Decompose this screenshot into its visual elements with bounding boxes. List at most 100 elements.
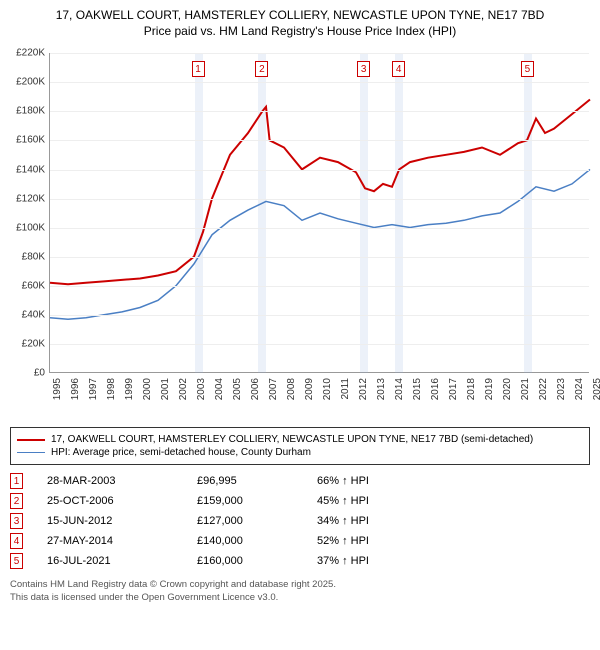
x-axis-label: 2022	[538, 378, 549, 400]
y-axis-label: £80K	[5, 251, 45, 262]
y-axis-label: £140K	[5, 164, 45, 175]
x-axis-label: 2007	[268, 378, 279, 400]
sale-marker: 3	[10, 513, 23, 529]
x-axis-label: 1997	[88, 378, 99, 400]
legend-swatch	[17, 452, 45, 453]
sale-date: 16-JUL-2021	[47, 555, 197, 567]
footer-attribution: Contains HM Land Registry data © Crown c…	[10, 579, 590, 612]
x-axis-label: 2017	[448, 378, 459, 400]
sale-marker: 4	[10, 533, 23, 549]
x-axis-label: 1998	[106, 378, 117, 400]
gridline	[50, 140, 589, 141]
gridline	[50, 228, 589, 229]
chart-marker: 5	[521, 61, 534, 77]
x-axis-label: 2018	[466, 378, 477, 400]
y-axis-label: £40K	[5, 310, 45, 321]
gridline	[50, 170, 589, 171]
chart-area: £0 £20K £40K £60K £80K £100K £120K £140K £160K £1…	[5, 43, 595, 423]
sale-date: 25-OCT-2006	[47, 495, 197, 507]
line-chart-svg	[50, 53, 590, 373]
legend-item: HPI: Average price, semi-detached house,…	[17, 447, 583, 458]
sale-row: 2 25-OCT-2006£159,00045% ↑ HPI	[10, 493, 590, 509]
x-axis-label: 2004	[214, 378, 225, 400]
sale-row: 3 15-JUN-2012£127,00034% ↑ HPI	[10, 513, 590, 529]
gridline	[50, 111, 589, 112]
x-axis-label: 1996	[70, 378, 81, 400]
x-axis-label: 2006	[250, 378, 261, 400]
sale-date: 15-JUN-2012	[47, 515, 197, 527]
gridline	[50, 344, 589, 345]
y-axis-label: £160K	[5, 135, 45, 146]
x-axis-label: 2014	[394, 378, 405, 400]
sale-marker: 2	[10, 493, 23, 509]
gridline	[50, 82, 589, 83]
x-axis-label: 2000	[142, 378, 153, 400]
sale-price: £140,000	[197, 535, 317, 547]
x-axis-label: 2012	[358, 378, 369, 400]
sale-price: £159,000	[197, 495, 317, 507]
sale-row: 4 27-MAY-2014£140,00052% ↑ HPI	[10, 533, 590, 549]
y-axis-label: £200K	[5, 77, 45, 88]
sale-hpi: 45% ↑ HPI	[317, 495, 437, 507]
x-axis-label: 2008	[286, 378, 297, 400]
title-line-1: 17, OAKWELL COURT, HAMSTERLEY COLLIERY, …	[10, 8, 590, 24]
chart-marker: 2	[255, 61, 268, 77]
x-axis-label: 2020	[502, 378, 513, 400]
sale-row: 5 16-JUL-2021£160,00037% ↑ HPI	[10, 553, 590, 569]
legend-swatch	[17, 439, 45, 441]
sale-row: 1 28-MAR-2003£96,99566% ↑ HPI	[10, 473, 590, 489]
y-axis-label: £100K	[5, 222, 45, 233]
chart-marker: 3	[357, 61, 370, 77]
sale-price: £96,995	[197, 475, 317, 487]
x-axis-label: 1999	[124, 378, 135, 400]
chart-marker: 1	[192, 61, 205, 77]
sale-marker: 1	[10, 473, 23, 489]
legend: 17, OAKWELL COURT, HAMSTERLEY COLLIERY, …	[10, 427, 590, 465]
x-axis-label: 2019	[484, 378, 495, 400]
footer-line-2: This data is licensed under the Open Gov…	[10, 592, 590, 604]
sale-hpi: 66% ↑ HPI	[317, 475, 437, 487]
x-axis-label: 2013	[376, 378, 387, 400]
plot-area	[49, 53, 589, 373]
x-axis-label: 2016	[430, 378, 441, 400]
x-axis-label: 2003	[196, 378, 207, 400]
y-axis-label: £180K	[5, 106, 45, 117]
sale-marker: 5	[10, 553, 23, 569]
gridline	[50, 257, 589, 258]
x-axis-label: 2010	[322, 378, 333, 400]
chart-marker: 4	[392, 61, 405, 77]
x-axis-label: 2005	[232, 378, 243, 400]
sale-date: 27-MAY-2014	[47, 535, 197, 547]
footer-line-1: Contains HM Land Registry data © Crown c…	[10, 579, 590, 591]
sales-table: 1 28-MAR-2003£96,99566% ↑ HPI 2 25-OCT-2006…	[10, 473, 590, 569]
sale-price: £127,000	[197, 515, 317, 527]
sale-date: 28-MAR-2003	[47, 475, 197, 487]
sale-hpi: 52% ↑ HPI	[317, 535, 437, 547]
gridline	[50, 315, 589, 316]
x-axis-label: 2009	[304, 378, 315, 400]
sale-hpi: 37% ↑ HPI	[317, 555, 437, 567]
y-axis-label: £220K	[5, 48, 45, 59]
gridline	[50, 286, 589, 287]
legend-item: 17, OAKWELL COURT, HAMSTERLEY COLLIERY, …	[17, 434, 583, 445]
sale-price: £160,000	[197, 555, 317, 567]
x-axis-label: 2011	[340, 378, 351, 400]
x-axis-label: 2024	[574, 378, 585, 400]
series-hpi	[50, 170, 590, 320]
y-axis-label: £60K	[5, 280, 45, 291]
y-axis-label: £0	[5, 368, 45, 379]
x-axis-label: 2002	[178, 378, 189, 400]
y-axis-label: £120K	[5, 193, 45, 204]
legend-label: HPI: Average price, semi-detached house,…	[51, 447, 311, 458]
x-axis-label: 2015	[412, 378, 423, 400]
legend-label: 17, OAKWELL COURT, HAMSTERLEY COLLIERY, …	[51, 434, 533, 445]
gridline	[50, 199, 589, 200]
y-axis-label: £20K	[5, 339, 45, 350]
gridline	[50, 53, 589, 54]
x-axis-label: 2001	[160, 378, 171, 400]
sale-hpi: 34% ↑ HPI	[317, 515, 437, 527]
title-line-2: Price paid vs. HM Land Registry's House …	[10, 24, 590, 40]
x-axis-label: 1995	[52, 378, 63, 400]
x-axis-label: 2025	[592, 378, 600, 400]
chart-title: 17, OAKWELL COURT, HAMSTERLEY COLLIERY, …	[0, 0, 600, 43]
